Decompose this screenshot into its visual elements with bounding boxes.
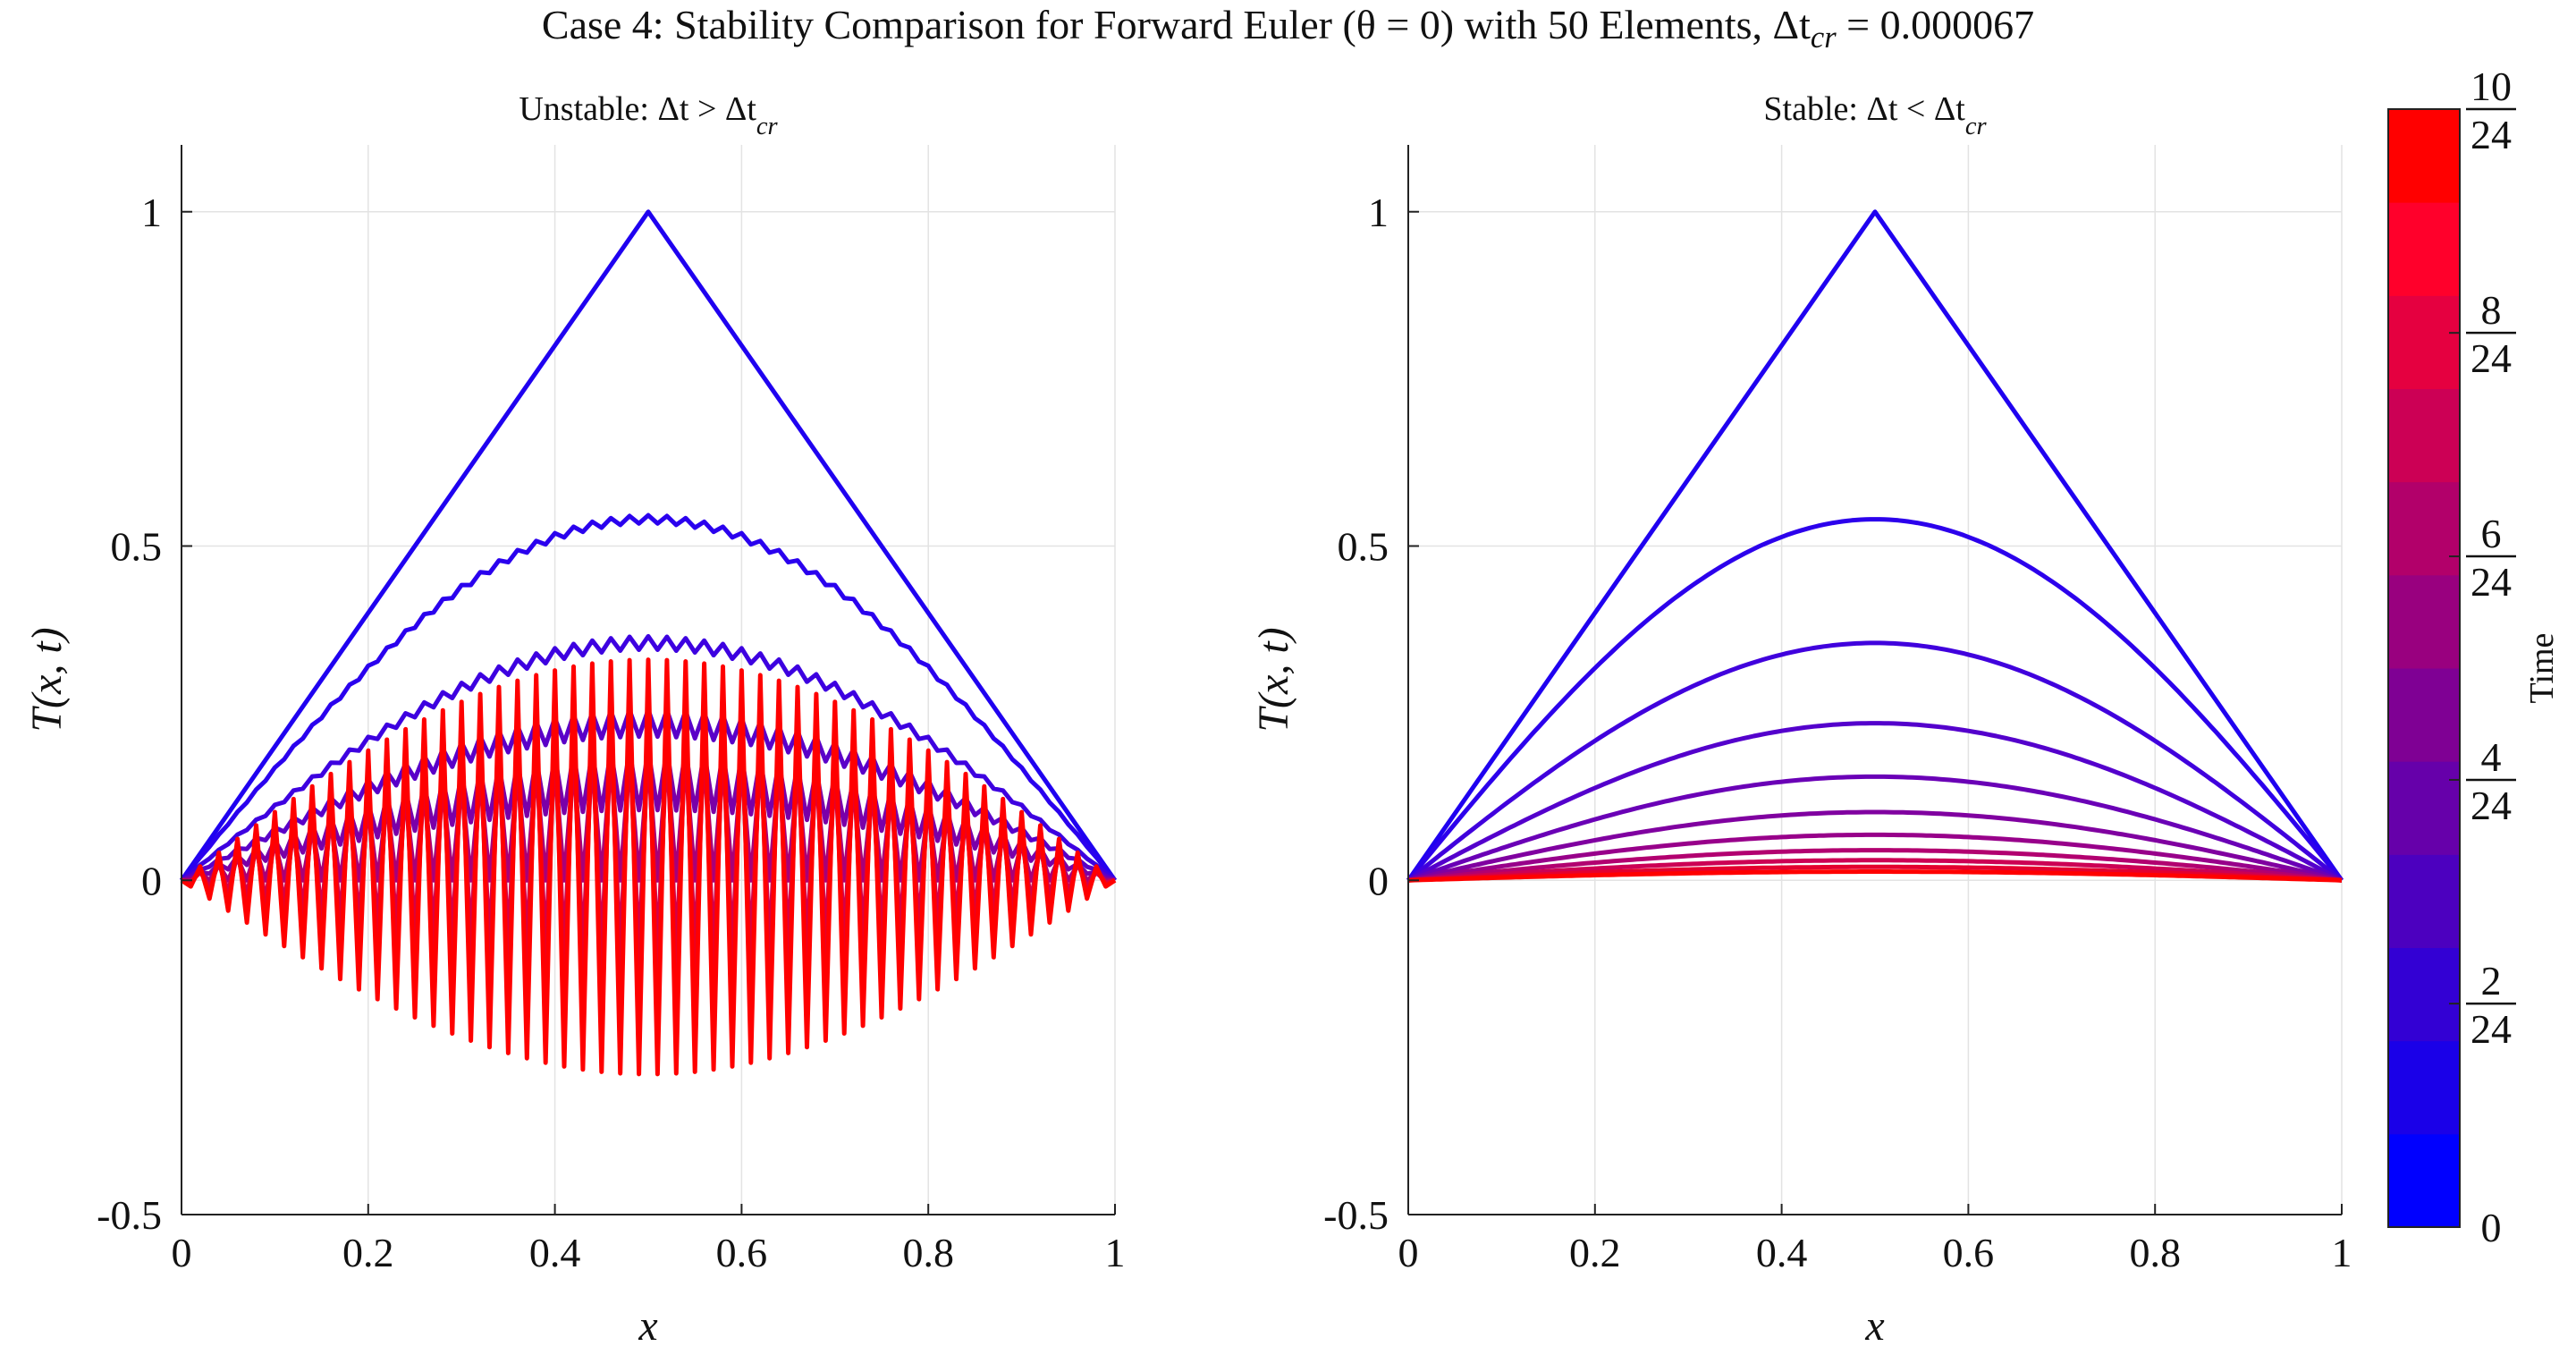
x-tick-label: 0.4 <box>529 1230 581 1275</box>
y-axis-label: T(x, t) <box>1250 627 1297 732</box>
colorbar-band <box>2388 202 2460 296</box>
x-tick-label: 1 <box>2332 1230 2352 1275</box>
x-tick-label: 0.4 <box>1756 1230 1808 1275</box>
series-line <box>180 657 1117 1077</box>
colorbar-tick-denominator: 24 <box>2470 559 2512 605</box>
colorbar-band <box>2388 574 2460 669</box>
x-tick-label: 0.8 <box>902 1230 954 1275</box>
colorbar-band <box>2388 481 2460 576</box>
y-tick-label: 0 <box>141 858 162 903</box>
series-line <box>179 209 1118 882</box>
series-line <box>1407 809 2343 883</box>
colorbar-band <box>2388 947 2460 1042</box>
series-line <box>1407 858 2343 883</box>
colorbar-tick-denominator: 24 <box>2470 1006 2512 1052</box>
x-axis-label: x <box>1864 1302 1884 1350</box>
colorbar-band <box>2388 761 2460 855</box>
y-tick-label: 1 <box>141 190 162 235</box>
colorbar-band <box>2388 1133 2460 1228</box>
colorbar-tick-numerator: 2 <box>2481 958 2502 1004</box>
y-tick-label: 0.5 <box>1338 524 1389 570</box>
figure-title: Case 4: Stability Comparison for Forward… <box>541 2 2035 55</box>
series-line <box>1406 640 2344 883</box>
subplot-title: Stable: Δt < Δtcr <box>1763 90 1987 140</box>
colorbar-tick-denominator: 24 <box>2470 783 2512 828</box>
series-line <box>1407 832 2343 883</box>
colorbar-tick-numerator: 6 <box>2481 511 2502 556</box>
x-tick-label: 1 <box>1105 1230 1126 1275</box>
colorbar-tick-denominator: 24 <box>2470 335 2512 381</box>
colorbar-tick-numerator: 8 <box>2481 287 2502 333</box>
colorbar-band <box>2388 854 2460 948</box>
series-line <box>1407 774 2343 883</box>
x-tick-label: 0.2 <box>342 1230 394 1275</box>
colorbar-band <box>2388 295 2460 389</box>
y-tick-label: 1 <box>1368 190 1389 235</box>
series-line <box>1406 517 2344 882</box>
y-tick-label: -0.5 <box>97 1192 162 1238</box>
x-tick-label: 0.6 <box>716 1230 768 1275</box>
series-line <box>180 633 1117 883</box>
y-axis-label: T(x, t) <box>23 627 71 732</box>
x-tick-label: 0 <box>172 1230 192 1275</box>
colorbar-band <box>2388 1040 2460 1135</box>
y-tick-label: 0.5 <box>111 524 163 570</box>
colorbar-label: Time <box>2523 633 2561 704</box>
colorbar-frame <box>2387 108 2461 1228</box>
x-axis-label: x <box>638 1302 657 1350</box>
colorbar-tick-numerator: 10 <box>2470 64 2512 109</box>
x-tick-label: 0 <box>1398 1230 1419 1275</box>
y-tick-label: -0.5 <box>1323 1192 1389 1238</box>
series-line <box>180 512 1117 882</box>
series-line <box>1407 848 2343 883</box>
series-line <box>1406 721 2344 883</box>
series-line <box>1406 209 2344 882</box>
subplot-title: Unstable: Δt > Δtcr <box>519 90 778 140</box>
x-tick-label: 0.8 <box>2129 1230 2181 1275</box>
colorbar-band <box>2388 109 2460 203</box>
series-line <box>1407 864 2343 883</box>
x-tick-label: 0.2 <box>1569 1230 1621 1275</box>
colorbar-tick-denominator: 24 <box>2470 112 2512 157</box>
series-line <box>1407 869 2343 883</box>
x-tick-label: 0.6 <box>1943 1230 1995 1275</box>
colorbar-band <box>2388 668 2460 762</box>
y-tick-label: 0 <box>1368 858 1389 903</box>
colorbar-tick-label: 0 <box>2481 1205 2502 1250</box>
colorbar-band <box>2388 388 2460 483</box>
colorbar-tick-numerator: 4 <box>2481 734 2502 780</box>
